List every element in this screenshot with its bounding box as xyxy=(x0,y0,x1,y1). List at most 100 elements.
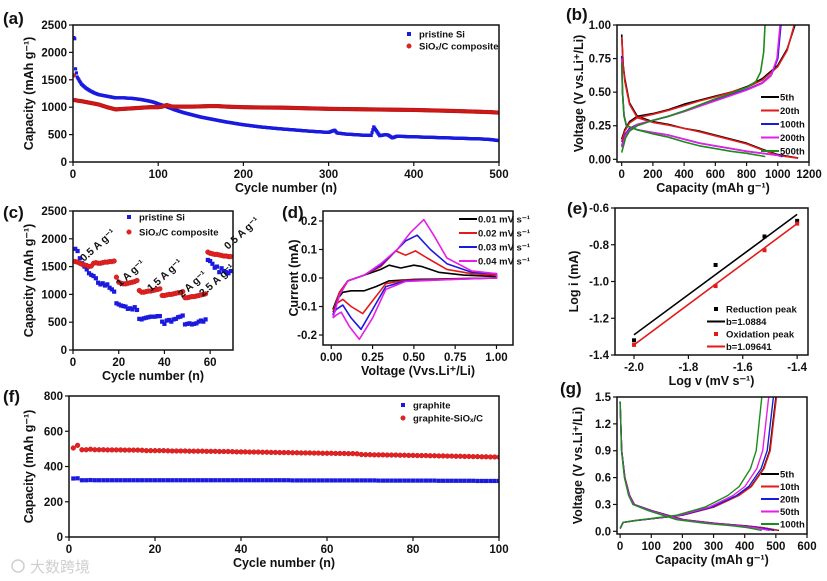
plot-area xyxy=(73,36,499,143)
data-point xyxy=(286,478,291,483)
chart-panel-g: (g) 0 100 200 300 400 500 600 0.0 0.3 0.6 0.9 1.2 1.5… xyxy=(560,379,817,567)
series-graphite xyxy=(71,476,499,484)
data-point xyxy=(256,478,261,483)
y-tick-label: 1000 xyxy=(41,102,67,114)
data-point xyxy=(492,454,498,460)
data-point xyxy=(449,453,455,459)
legend-marker xyxy=(714,307,718,311)
x-tick-label: -1.4 xyxy=(787,362,807,374)
y-axis-title: Voltage (V vs.Li⁺/Li) xyxy=(571,407,585,525)
data-point xyxy=(157,286,163,292)
plot-frame xyxy=(72,210,234,351)
data-point xyxy=(354,451,360,457)
data-point xyxy=(401,452,408,458)
data-point xyxy=(178,314,183,319)
y-tick-label: 2500 xyxy=(41,20,67,32)
x-tick-label: 0.25 xyxy=(361,352,384,364)
data-point xyxy=(376,478,381,483)
legend-label: Reduction peak xyxy=(726,305,797,316)
data-point xyxy=(402,478,407,483)
y-tick-label: 500 xyxy=(48,130,67,142)
x-tick-label: 40 xyxy=(158,357,171,369)
x-tick-label: 0.00 xyxy=(320,352,342,364)
x-axis-title: Cycle number (n) xyxy=(102,369,204,383)
rate-annotation: 0.5 A g⁻¹ xyxy=(78,226,118,264)
x-tick-label: 100 xyxy=(489,544,508,556)
data-point xyxy=(316,478,321,483)
data-point xyxy=(488,478,493,484)
data-point xyxy=(96,447,102,453)
legend: graphite graphite-SiOₓ/C xyxy=(400,401,483,425)
data-point xyxy=(144,478,149,483)
y-tick-label: 0.75 xyxy=(589,54,612,66)
data-point xyxy=(84,267,89,272)
discharge-curve xyxy=(620,62,766,158)
data-point xyxy=(307,450,313,456)
data-point xyxy=(462,478,467,483)
data-point xyxy=(123,304,128,309)
x-tick-label: 1000 xyxy=(765,169,791,181)
data-point xyxy=(180,313,185,318)
data-point xyxy=(333,478,338,483)
y-tick-label: -1.4 xyxy=(589,350,609,362)
data-point xyxy=(384,452,390,458)
data-point xyxy=(161,478,166,483)
x-tick-label: 0 xyxy=(617,541,623,553)
data-point xyxy=(143,448,150,454)
legend-marker xyxy=(714,332,718,336)
data-point xyxy=(160,319,165,324)
data-point xyxy=(114,301,119,306)
legend-label: 10th xyxy=(780,482,800,493)
x-tick-label: 300 xyxy=(704,541,723,553)
x-tick-label: 0.75 xyxy=(444,352,467,364)
data-point xyxy=(268,449,274,456)
data-point xyxy=(208,448,214,454)
data-point xyxy=(97,478,102,483)
data-point xyxy=(92,478,97,483)
data-point xyxy=(128,306,133,311)
data-point xyxy=(224,270,229,275)
data-point xyxy=(346,478,351,483)
legend-label: Oxidation peak xyxy=(726,330,795,341)
data-point xyxy=(484,478,489,484)
data-point xyxy=(369,133,373,138)
data-point xyxy=(367,452,373,458)
legend-label: 5th xyxy=(780,93,794,104)
y-tick-label: 2000 xyxy=(41,234,67,246)
data-point xyxy=(71,476,76,481)
data-point xyxy=(479,478,484,484)
x-tick-label: 0 xyxy=(618,169,624,181)
data-point xyxy=(436,478,441,483)
data-point xyxy=(148,448,154,454)
data-point xyxy=(449,478,454,483)
x-tick-label: 600 xyxy=(797,541,816,553)
data-point xyxy=(113,447,119,453)
data-point xyxy=(234,478,239,483)
x-tick-label: 40 xyxy=(235,544,248,556)
data-point xyxy=(208,478,213,483)
legend-label: 0.01 mV s⁻¹ xyxy=(478,215,530,226)
legend-marker xyxy=(400,415,406,421)
data-point xyxy=(230,478,235,483)
data-point xyxy=(255,449,261,455)
data-point xyxy=(269,478,274,483)
data-point xyxy=(234,449,240,455)
data-point xyxy=(203,317,208,322)
data-point xyxy=(161,448,167,454)
data-point xyxy=(112,289,117,294)
data-point xyxy=(457,453,463,459)
y-tick-label: 0.00 xyxy=(589,154,611,166)
legend-marker xyxy=(401,403,405,407)
x-tick-label: -1.8 xyxy=(678,362,698,374)
data-point xyxy=(341,450,347,457)
rate-annotation: 0.5 A g⁻¹ xyxy=(222,214,262,252)
legend: pristine Si SiOₓ/C composite xyxy=(126,213,219,239)
data-point xyxy=(156,448,162,454)
watermark-icon xyxy=(11,559,25,573)
data-point xyxy=(458,478,463,483)
data-point xyxy=(312,478,317,483)
data-point xyxy=(264,478,269,483)
x-tick-label: 400 xyxy=(735,541,754,553)
data-point xyxy=(130,447,137,453)
